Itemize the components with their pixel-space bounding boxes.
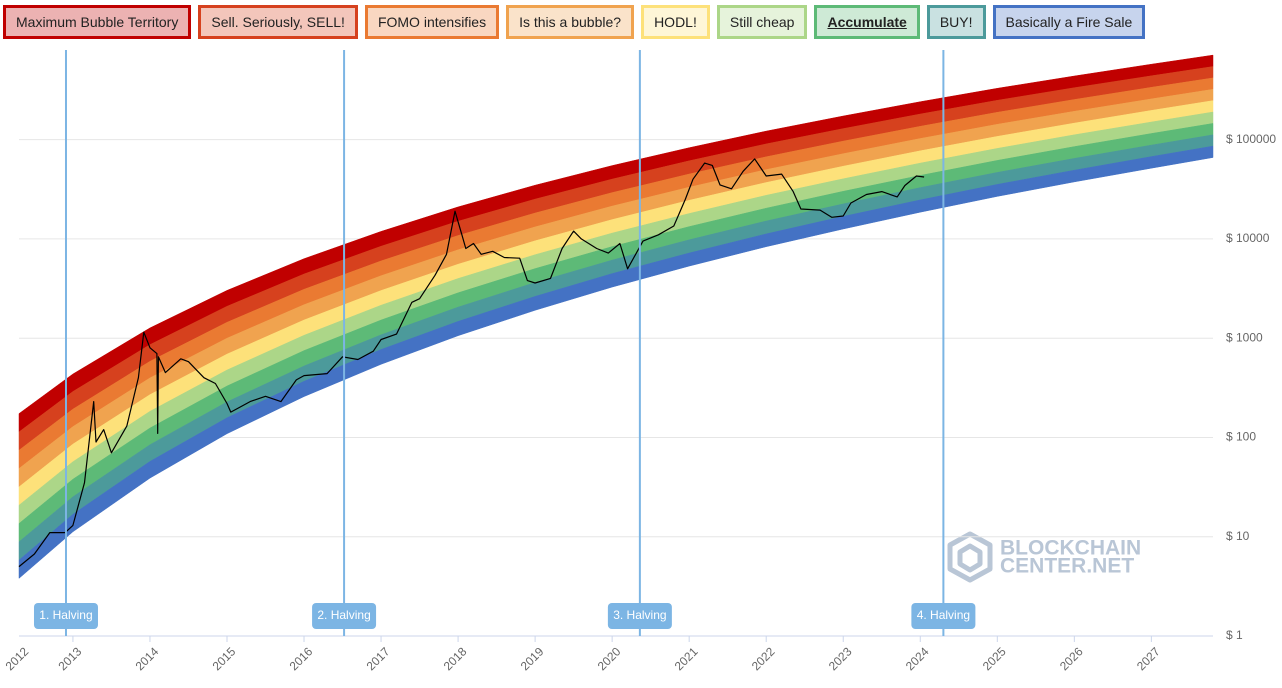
halving-label-box (607, 603, 672, 629)
legend-item[interactable]: Basically a Fire Sale (992, 5, 1146, 39)
watermark-text: CENTER.NET (1000, 555, 1134, 578)
halving-label: 2. Halving (317, 608, 370, 622)
x-tick-label: 2013 (56, 644, 85, 673)
logo-hex (947, 531, 993, 583)
halving-label-box (33, 603, 98, 629)
x-tick-label: 2020 (595, 644, 624, 673)
price-line (18, 158, 925, 568)
y-tick-label: $ 100 (1226, 430, 1256, 444)
legend-item[interactable]: Accumulate (814, 5, 920, 39)
legend-item[interactable]: Maximum Bubble Territory (3, 5, 192, 39)
watermark-logo (947, 531, 993, 583)
x-tick-label: 2012 (3, 644, 32, 673)
x-tick-label: 2018 (441, 644, 470, 673)
legend-item[interactable]: BUY! (926, 5, 986, 39)
legend-item[interactable]: FOMO intensifies (364, 5, 500, 39)
x-tick-label: 2027 (1134, 644, 1163, 673)
x-tick-label: 2023 (826, 644, 855, 673)
y-tick-label: $ 10 (1226, 529, 1250, 543)
x-tick-label: 2021 (672, 644, 701, 673)
halving-label-box (312, 603, 377, 629)
watermark-text: BLOCKCHAIN (1000, 537, 1141, 560)
x-tick-label: 2014 (133, 644, 162, 673)
legend-item[interactable]: Still cheap (716, 5, 808, 39)
x-tick-label: 2025 (980, 644, 1009, 673)
x-tick-label: 2022 (749, 644, 778, 673)
legend-item[interactable]: HODL! (641, 5, 710, 39)
x-tick-label: 2017 (364, 644, 393, 673)
legend-item[interactable]: Sell. Seriously, SELL! (198, 5, 358, 39)
halving-label: 4. Halving (917, 608, 970, 622)
x-tick-label: 2016 (287, 644, 316, 673)
y-tick-label: $ 1000 (1226, 330, 1263, 344)
halving-label: 3. Halving (613, 608, 666, 622)
rainbow-band (18, 145, 1214, 579)
x-tick-label: 2024 (903, 644, 932, 673)
halving-label-box (911, 603, 976, 629)
halving-label: 1. Halving (39, 608, 92, 622)
legend-item[interactable]: Is this a bubble? (506, 5, 635, 39)
y-tick-label: $ 1 (1226, 628, 1243, 642)
x-tick-label: 2019 (518, 644, 547, 673)
y-tick-label: $ 10000 (1226, 231, 1270, 245)
y-tick-label: $ 100000 (1226, 132, 1276, 146)
logo-inner (957, 543, 983, 573)
legend: Maximum Bubble Territory Sell. Seriously,… (3, 5, 1146, 39)
x-tick-label: 2015 (210, 644, 239, 673)
x-tick-label: 2026 (1057, 644, 1086, 673)
